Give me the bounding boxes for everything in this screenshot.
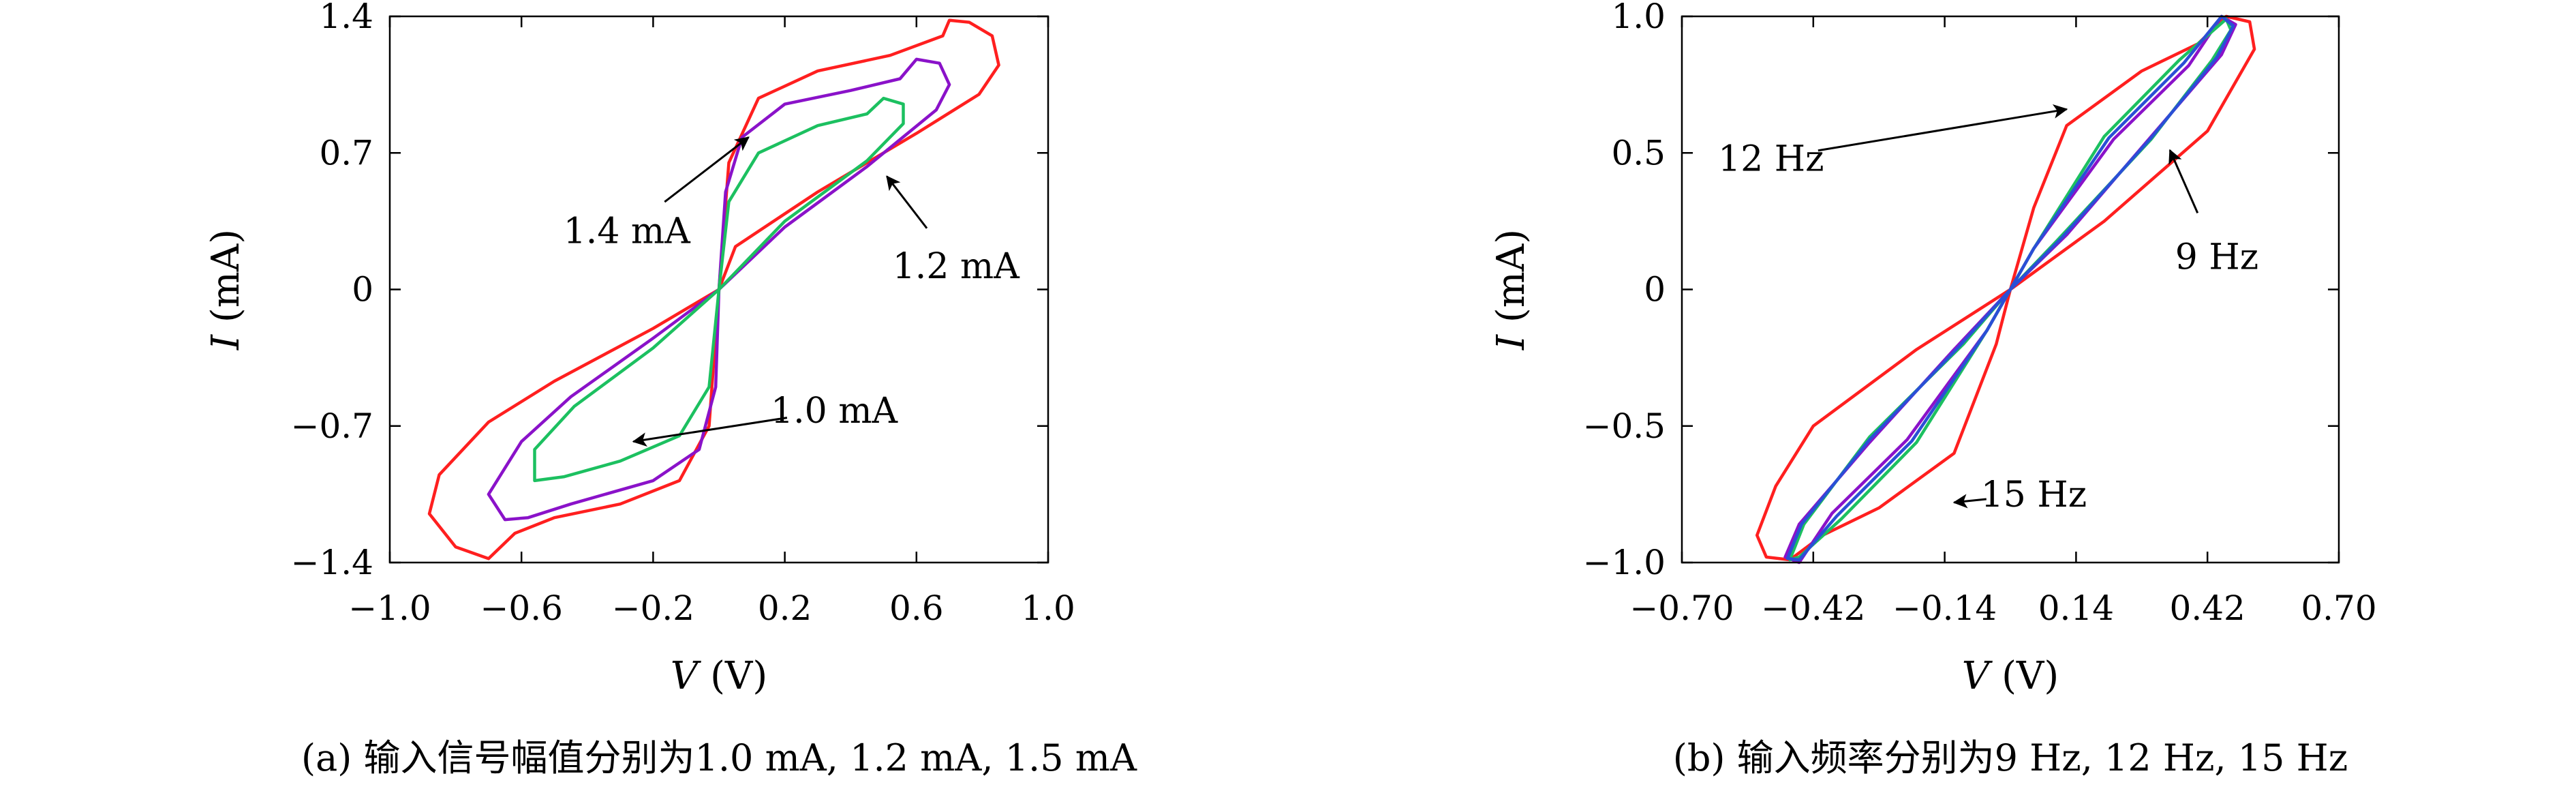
panel-b-series-line-3 [1785, 14, 2235, 562]
panel-b-y-axis-unit: (mA) [1489, 229, 1533, 323]
panel-a-series-line-0 [427, 18, 1000, 560]
panel-a-y-axis-unit: (mA) [204, 229, 248, 323]
panel-a-x-tick-label: −0.6 [480, 588, 562, 628]
panel-a-x-tick-label: 0.6 [889, 588, 944, 628]
panel-a-annotation-label: 1.4 mA [564, 211, 692, 252]
panel-a-annotation-arrow [886, 175, 928, 229]
panel-a-y-tick-label: 0 [352, 270, 373, 310]
panel-b-series-line-0 [1755, 14, 2256, 562]
panel-b-x-tick-label: −0.42 [1761, 588, 1865, 628]
panel-b-x-tick-label: 0.14 [2038, 588, 2114, 628]
panel-a-annotation-arrow [664, 136, 750, 203]
panel-b-x-tick-label: 0.70 [2301, 588, 2376, 628]
panel-a-x-tick-label: −1.0 [348, 588, 431, 628]
panel-a-annotation-label: 1.0 mA [771, 391, 899, 432]
panel-a-x-tick-label: −0.2 [612, 588, 694, 628]
panel-a-chart: −1.0 −0.6 −0.2 0.2 0.6 1.0 −1.4 −0.7 0 0.7 1.4 1.4 … [204, 0, 1137, 779]
panel-a-series-line-2 [533, 96, 905, 483]
panel-b-y-axis-label: I (mA) [1489, 229, 1533, 350]
panel-b-annotation-label: 15 Hz [1981, 475, 2087, 515]
panel-a-x-tick-label: 1.0 [1021, 588, 1075, 628]
panel-b-annotation-label: 9 Hz [2175, 237, 2258, 278]
panel-a-annotation-arrow [632, 417, 788, 447]
panel-a-y-tick-label: −1.4 [291, 543, 373, 582]
panel-b-chart: −0.70 −0.42 −0.14 0.14 0.42 0.70 −1.0 −0.5 0 0.5 1… [1489, 0, 2377, 779]
panel-b-caption: (b) 输入频率分别为9 Hz, 12 Hz, 15 Hz [1673, 736, 2348, 779]
panel-a-x-axis-unit: (V) [710, 654, 767, 698]
panel-a-y-tick-label: 1.4 [319, 0, 373, 36]
panel-a-y-tick-label: −0.7 [291, 406, 373, 446]
panel-b-x-axis-var: V [1962, 654, 1993, 698]
panel-b-annotation-arrow [1952, 494, 1987, 509]
panel-b-x-axis-unit: (V) [2002, 654, 2059, 698]
panel-b-x-axis-label: V (V) [1962, 654, 2059, 698]
panel-b-y-tick-label: −0.5 [1583, 406, 1666, 446]
panel-b-annotation-label: 12 Hz [1718, 138, 1824, 179]
panel-b-y-tick-label: 0.5 [1611, 133, 1666, 173]
panel-b-y-tick-label: −1.0 [1583, 543, 1666, 582]
panel-b-annotation-arrow [1818, 104, 2068, 152]
panel-b-y-tick-label: 0 [1644, 270, 1666, 310]
panel-b-annotation-arrow [2168, 149, 2199, 213]
panel-a-x-axis-label: V (V) [671, 654, 767, 698]
panel-a-y-axis-label: I (mA) [204, 229, 248, 350]
panel-a-y-tick-label: 0.7 [319, 133, 373, 173]
panel-a-caption: (a) 输入信号幅值分别为1.0 mA, 1.2 mA, 1.5 mA [301, 736, 1137, 779]
panel-b-y-tick-label: 1.0 [1611, 0, 1666, 36]
panel-b-y-axis-var: I [1489, 333, 1533, 350]
panel-a-series-line-1 [487, 57, 951, 522]
panel-a-x-tick-label: 0.2 [758, 588, 812, 628]
panel-b-x-tick-label: −0.14 [1892, 588, 1997, 628]
panel-a-y-axis-var: I [204, 333, 248, 350]
panel-a-x-axis-var: V [671, 654, 702, 698]
panel-b-x-tick-label: 0.42 [2170, 588, 2245, 628]
panel-b-x-tick-label: −0.70 [1629, 588, 1734, 628]
panel-a-annotation-label: 1.2 mA [893, 246, 1021, 287]
